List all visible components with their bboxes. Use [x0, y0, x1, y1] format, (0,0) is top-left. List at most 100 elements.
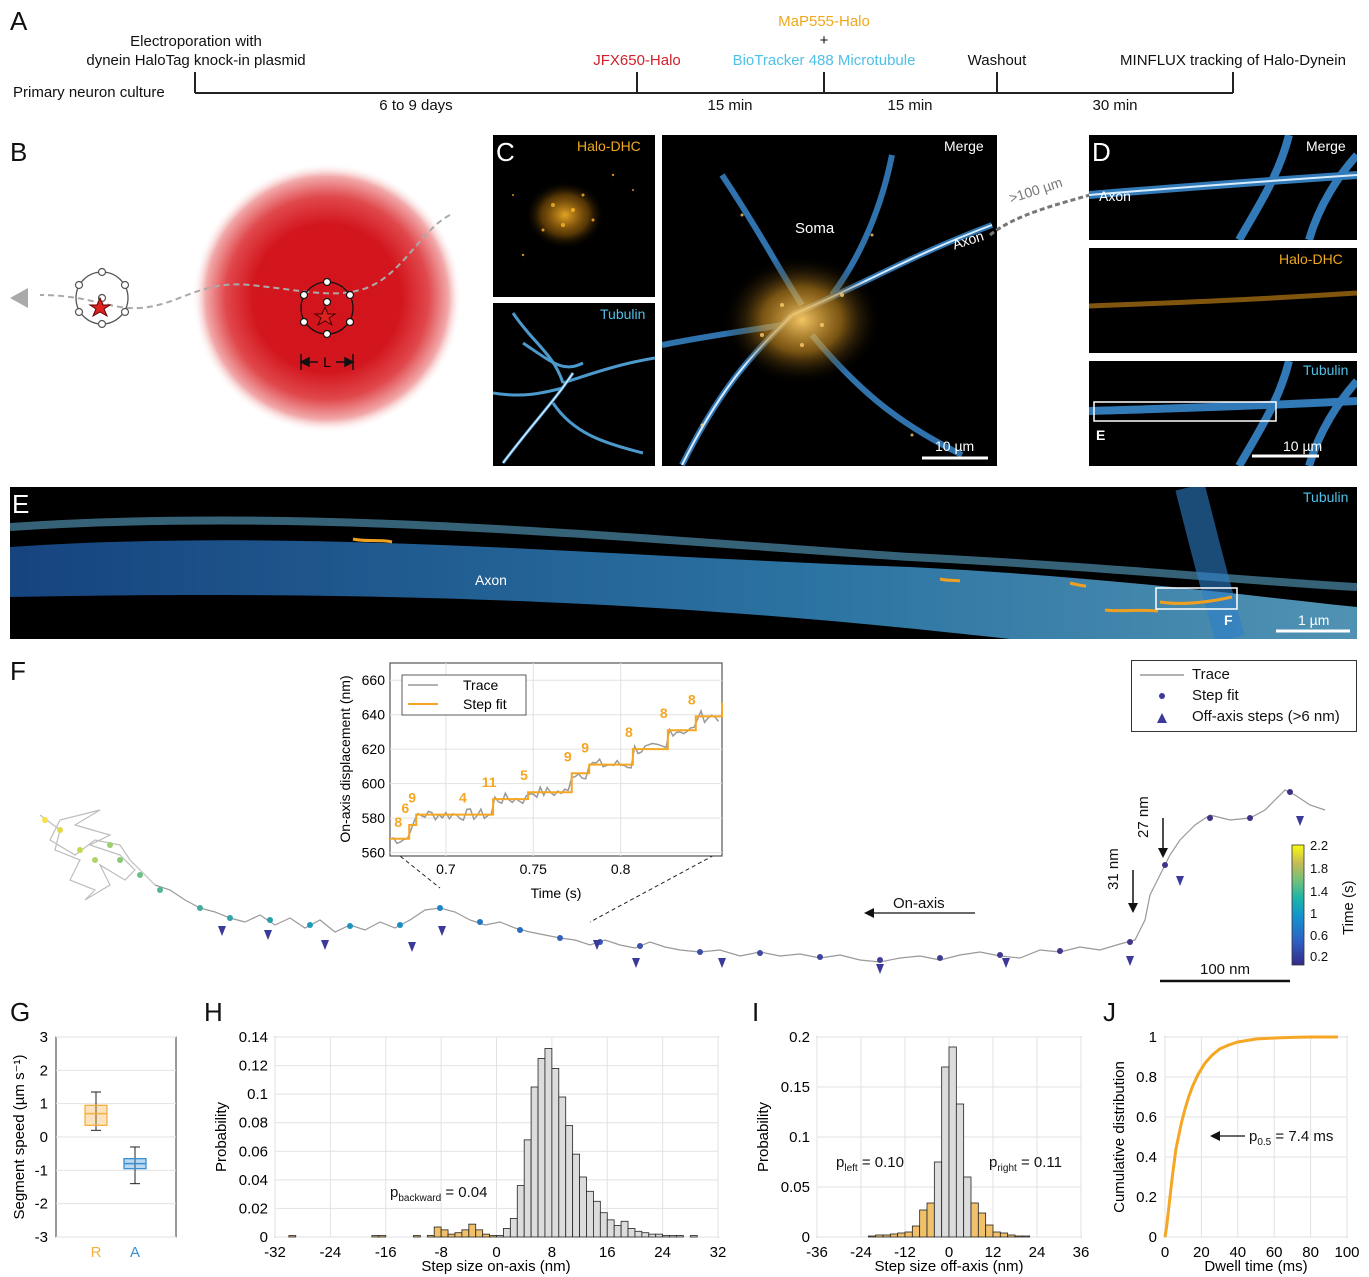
inset-step-label: 8	[394, 814, 402, 830]
h-bar	[496, 1235, 504, 1238]
h-bar	[475, 1229, 484, 1238]
timeline-duration-1: 6 to 9 days	[379, 97, 453, 114]
h-bar	[447, 1233, 456, 1238]
g-ytick: -3	[35, 1229, 48, 1246]
arrow-27-label: 27 nm	[1135, 796, 1152, 838]
colorbar-tick: 2.2	[1310, 838, 1329, 853]
inset-step-label: 5	[520, 767, 528, 783]
i-bar	[926, 1202, 935, 1238]
i-ytick: 0	[802, 1229, 810, 1246]
j-xtick: 60	[1266, 1244, 1283, 1261]
i-bar	[985, 1224, 994, 1238]
h-xtick: 8	[548, 1244, 556, 1261]
inset-step-label: 4	[459, 790, 467, 806]
i-xtick: -24	[850, 1244, 872, 1261]
i-bar	[933, 1161, 943, 1238]
f-scale-label: 100 nm	[1199, 961, 1251, 978]
merge-label: Merge	[944, 138, 984, 154]
j-xtick: 80	[1302, 1244, 1319, 1261]
trajectory-trace	[39, 809, 156, 901]
inset-ytick: 600	[362, 776, 386, 792]
j-ytick: 0.2	[1136, 1189, 1157, 1206]
i-xtick: -36	[806, 1244, 828, 1261]
h-xtick: 16	[599, 1244, 616, 1261]
timeline-washout: Washout	[967, 52, 1027, 69]
colorbar-tick: 1.4	[1310, 884, 1329, 899]
g-ytick: -2	[35, 1196, 48, 1213]
h-ytick: 0.14	[239, 1029, 268, 1046]
down-arrow-icon	[1128, 903, 1138, 913]
h-ytick: 0.08	[239, 1115, 268, 1132]
timeline-duration-4: 30 min	[1092, 97, 1138, 114]
inset-step-label: 6	[401, 800, 409, 816]
g-ylabel: Segment speed (µm s⁻¹)	[11, 1055, 28, 1220]
d-axon-label: Axon	[1099, 188, 1131, 204]
i-bar	[941, 1066, 950, 1238]
h-bar	[593, 1200, 601, 1238]
h-bar	[440, 1229, 449, 1238]
inset-step-label: 8	[625, 724, 633, 740]
j-xtick: 20	[1193, 1244, 1210, 1261]
timeline-map: MaP555-Halo	[778, 13, 870, 30]
i-ytick: 0.05	[781, 1179, 810, 1196]
inset-step-label: 9	[408, 790, 416, 806]
i-ytick: 0.2	[789, 1029, 810, 1046]
inset-legend	[401, 674, 527, 716]
d-tubulin-image	[1089, 361, 1357, 466]
inset-step-label: 8	[688, 691, 696, 707]
d-merge-label: Merge	[1306, 138, 1346, 154]
h-bar	[551, 1068, 560, 1238]
histogram-i: 0.2 0.15 0.1 0.05 0 -36 -24 -12 0 12 24 36 Step si…	[755, 1029, 1089, 1275]
molecule-center	[299, 277, 355, 339]
g-box	[84, 1104, 108, 1126]
i-bar	[882, 1234, 891, 1238]
inset-legend-trace: Trace	[463, 677, 498, 693]
timeline-start-label: Primary neuron culture	[13, 84, 165, 101]
panel-label-h: H	[204, 997, 223, 1027]
h-bar	[523, 1139, 532, 1238]
cdf-plot-j: 1 0.8 0.6 0.4 0.2 0 0 20 40 60 80 100 Dwell time (…	[1111, 1029, 1360, 1275]
i-ytick: 0.1	[789, 1129, 810, 1146]
axon-tubulin-image	[10, 487, 1357, 639]
timeline-minflux: MINFLUX tracking of Halo-Dynein	[1120, 52, 1346, 69]
i-bar	[889, 1233, 899, 1238]
h-bar	[641, 1232, 650, 1238]
h-xtick: -8	[434, 1244, 447, 1261]
i-bar	[904, 1231, 913, 1238]
h-bar	[613, 1225, 622, 1238]
d-merge-image	[1089, 135, 1357, 240]
h-ytick: 0.1	[247, 1086, 268, 1103]
g-ytick: 3	[40, 1029, 48, 1046]
e-axon-label: Axon	[475, 572, 507, 588]
panel-label-g: G	[10, 997, 31, 1027]
e-scale-label: 1 µm	[1298, 612, 1330, 628]
g-xtick: A	[130, 1244, 140, 1261]
histogram-h: 0.14 0.12 0.1 0.08 0.06 0.04 0.02 0 -32 -24 -16 -8…	[213, 1029, 726, 1275]
d-halo-label: Halo-DHC	[1279, 251, 1343, 267]
i-ylabel: Probability	[755, 1101, 772, 1172]
timeline-plus: +	[819, 32, 829, 49]
colorbar-tick: 1	[1310, 906, 1318, 921]
h-xtick: -16	[375, 1244, 397, 1261]
h-bar	[627, 1228, 636, 1238]
region-f-box	[1155, 587, 1238, 610]
soma-label: Soma	[795, 220, 835, 237]
h-bar	[371, 1235, 380, 1238]
h-ylabel: Probability	[213, 1101, 230, 1172]
connector-dashes	[989, 193, 1091, 237]
j-xtick: 40	[1229, 1244, 1246, 1261]
colorbar-label: Time (s)	[1340, 880, 1357, 935]
h-bar	[516, 1185, 525, 1238]
i-bar	[1007, 1234, 1016, 1238]
timeline-electroporation: Electroporation with	[130, 33, 262, 50]
i-xtick: 12	[985, 1244, 1002, 1261]
h-bar	[426, 1235, 435, 1238]
scale-bar-c	[922, 456, 988, 460]
time-colorbar	[1291, 844, 1305, 966]
inset-ytick: 620	[362, 741, 386, 757]
h-bar	[586, 1190, 594, 1238]
h-bar	[572, 1153, 580, 1238]
inset-step-label: 8	[660, 705, 668, 721]
i-xtick: 24	[1029, 1244, 1046, 1261]
h-bar	[544, 1048, 553, 1238]
